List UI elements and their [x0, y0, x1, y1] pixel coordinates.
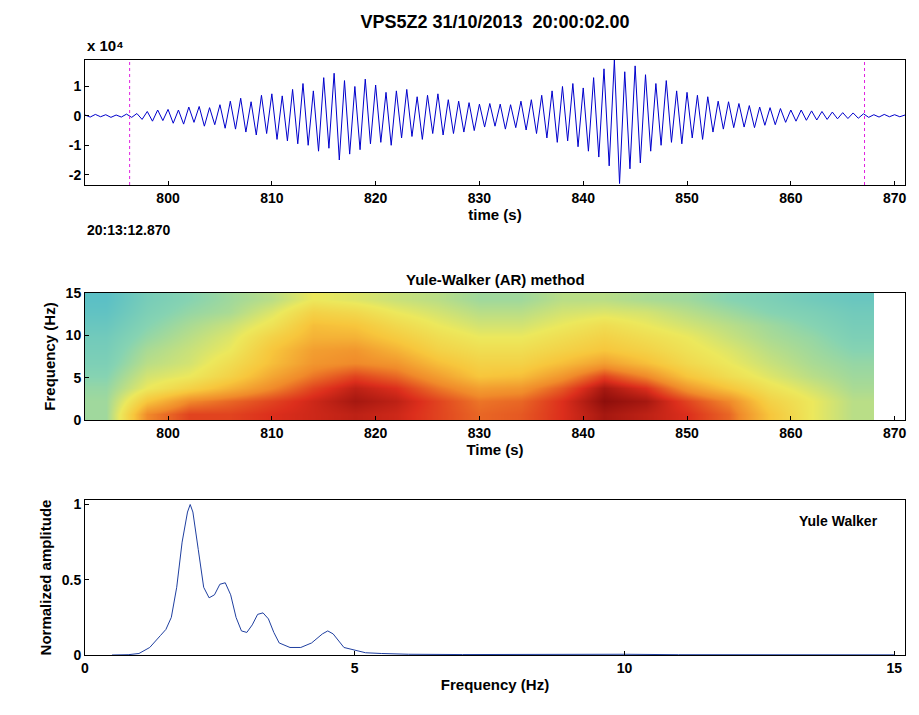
svg-text:5: 5 [73, 370, 81, 386]
svg-text:850: 850 [675, 190, 699, 206]
svg-text:-1: -1 [69, 137, 82, 153]
svg-text:840: 840 [572, 190, 596, 206]
svg-text:820: 820 [364, 190, 388, 206]
svg-text:810: 810 [260, 190, 284, 206]
svg-text:VPS5Z2 31/10/2013 20:00:02.00: VPS5Z2 31/10/2013 20:00:02.00 [360, 12, 629, 32]
svg-text:860: 860 [779, 425, 803, 441]
svg-text:Time (s): Time (s) [466, 441, 523, 458]
svg-text:830: 830 [468, 190, 492, 206]
svg-text:800: 800 [156, 425, 180, 441]
svg-text:Yule Walker: Yule Walker [799, 513, 878, 529]
svg-text:0: 0 [73, 108, 81, 124]
svg-text:Frequency (Hz): Frequency (Hz) [441, 676, 549, 693]
svg-text:870: 870 [883, 190, 907, 206]
svg-text:10: 10 [617, 660, 633, 676]
svg-text:20:13:12.870: 20:13:12.870 [87, 222, 171, 238]
svg-text:0.5: 0.5 [62, 572, 82, 588]
svg-text:x 10⁴: x 10⁴ [87, 37, 124, 54]
svg-text:850: 850 [675, 425, 699, 441]
svg-text:840: 840 [572, 425, 596, 441]
svg-text:860: 860 [779, 190, 803, 206]
svg-text:0: 0 [73, 412, 81, 428]
svg-text:800: 800 [156, 190, 180, 206]
svg-text:830: 830 [468, 425, 492, 441]
svg-text:-2: -2 [69, 167, 82, 183]
svg-text:Frequency (Hz): Frequency (Hz) [41, 302, 58, 410]
svg-text:Yule-Walker (AR) method: Yule-Walker (AR) method [406, 271, 585, 288]
svg-text:870: 870 [883, 425, 907, 441]
svg-text:10: 10 [66, 327, 82, 343]
svg-text:15: 15 [886, 660, 902, 676]
svg-text:5: 5 [351, 660, 359, 676]
svg-text:time (s): time (s) [468, 206, 521, 223]
svg-text:0: 0 [81, 660, 89, 676]
svg-text:15: 15 [66, 285, 82, 301]
svg-text:1: 1 [73, 78, 81, 94]
svg-text:1: 1 [73, 496, 81, 512]
svg-text:820: 820 [364, 425, 388, 441]
svg-text:Normalized amplitude: Normalized amplitude [37, 500, 54, 656]
svg-text:0: 0 [73, 647, 81, 663]
svg-text:810: 810 [260, 425, 284, 441]
